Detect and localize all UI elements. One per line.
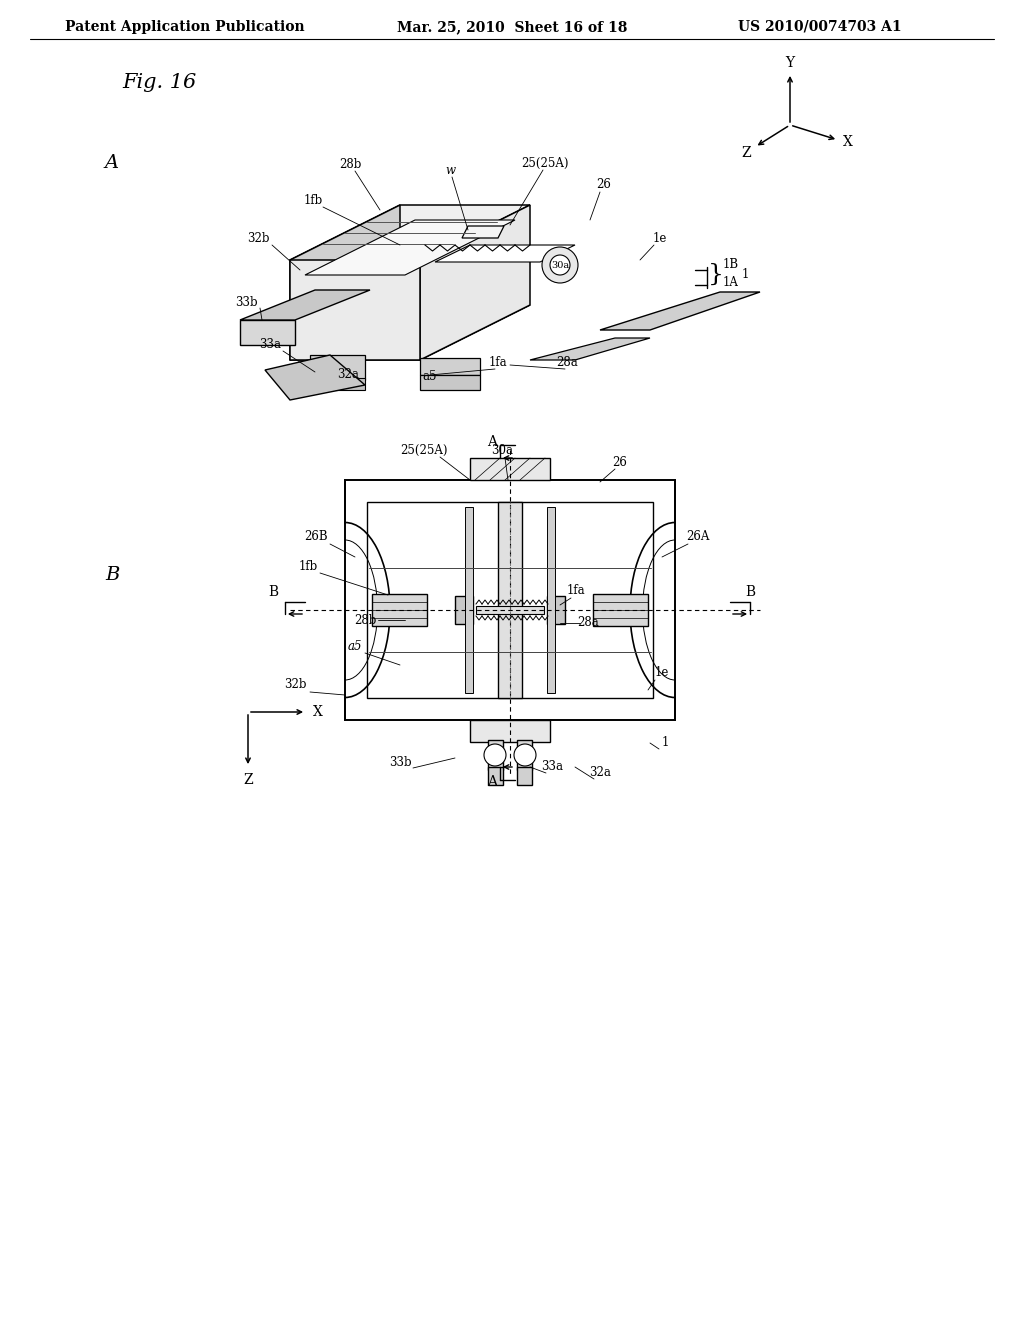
Bar: [517, 767, 532, 785]
Text: 1B: 1B: [723, 259, 739, 272]
Text: Z: Z: [741, 147, 751, 160]
Polygon shape: [420, 375, 480, 389]
Text: X: X: [313, 705, 323, 719]
Circle shape: [514, 744, 536, 766]
Circle shape: [550, 255, 570, 275]
Bar: [465, 507, 473, 693]
Text: 30a: 30a: [490, 444, 513, 457]
Text: 30a: 30a: [551, 260, 569, 269]
Text: Y: Y: [785, 55, 795, 70]
Polygon shape: [290, 205, 530, 260]
Text: 25(25A): 25(25A): [400, 444, 447, 457]
Circle shape: [542, 247, 578, 282]
Polygon shape: [435, 246, 575, 261]
Text: Fig. 16: Fig. 16: [122, 74, 197, 92]
Text: a5: a5: [423, 371, 437, 384]
Bar: [367, 502, 653, 698]
Polygon shape: [600, 292, 760, 330]
Text: 28a: 28a: [556, 355, 578, 368]
Polygon shape: [240, 319, 295, 345]
Text: 28b: 28b: [339, 158, 361, 172]
Text: 1fb: 1fb: [303, 194, 323, 206]
Text: X: X: [843, 135, 853, 149]
Text: 1e: 1e: [654, 665, 670, 678]
Bar: [488, 741, 503, 770]
Text: 33b: 33b: [389, 755, 412, 768]
Bar: [455, 597, 473, 624]
Bar: [547, 597, 565, 624]
Text: Z: Z: [243, 774, 253, 787]
Bar: [470, 458, 550, 480]
Polygon shape: [310, 355, 365, 380]
Text: 26B: 26B: [304, 531, 328, 544]
Polygon shape: [290, 260, 420, 360]
Text: US 2010/0074703 A1: US 2010/0074703 A1: [738, 20, 902, 34]
Bar: [345, 480, 675, 719]
Text: 33a: 33a: [541, 760, 563, 774]
Text: }: }: [708, 263, 724, 285]
Text: 1fa: 1fa: [566, 583, 586, 597]
Text: Mar. 25, 2010  Sheet 16 of 18: Mar. 25, 2010 Sheet 16 of 18: [397, 20, 627, 34]
Text: 32b: 32b: [284, 678, 306, 692]
Text: 28a: 28a: [578, 616, 599, 630]
Polygon shape: [420, 205, 530, 360]
Text: 33b: 33b: [234, 296, 257, 309]
Polygon shape: [265, 355, 365, 400]
Bar: [470, 719, 550, 742]
Polygon shape: [240, 290, 370, 319]
Bar: [547, 507, 555, 693]
Text: B: B: [744, 585, 755, 599]
Text: A: A: [487, 775, 497, 789]
Text: B: B: [268, 585, 279, 599]
Bar: [593, 594, 648, 626]
Text: a5: a5: [348, 640, 362, 653]
Bar: [476, 606, 544, 614]
Text: B: B: [104, 566, 119, 583]
Polygon shape: [530, 338, 650, 360]
Text: 1fa: 1fa: [488, 355, 507, 368]
Bar: [372, 594, 427, 626]
Text: 26A: 26A: [686, 531, 710, 544]
Polygon shape: [290, 205, 400, 360]
Text: 25(25A): 25(25A): [521, 157, 568, 169]
Circle shape: [484, 744, 506, 766]
Text: 28b: 28b: [354, 614, 376, 627]
Bar: [517, 741, 532, 770]
Text: 32a: 32a: [589, 766, 611, 779]
Bar: [498, 502, 522, 698]
Polygon shape: [290, 305, 530, 360]
Text: 32b: 32b: [247, 231, 269, 244]
Polygon shape: [305, 220, 515, 275]
Text: 26: 26: [612, 455, 628, 469]
Polygon shape: [310, 378, 365, 389]
Text: A: A: [104, 154, 119, 172]
Polygon shape: [462, 226, 504, 238]
Text: 26: 26: [597, 178, 611, 191]
Text: 1fb: 1fb: [298, 560, 317, 573]
Text: 32a: 32a: [337, 367, 359, 380]
Text: 1: 1: [662, 735, 669, 748]
Text: w: w: [445, 164, 455, 177]
Bar: [488, 767, 503, 785]
Text: Patent Application Publication: Patent Application Publication: [66, 20, 305, 34]
Text: 33a: 33a: [259, 338, 281, 351]
Text: 1A: 1A: [723, 276, 739, 289]
Polygon shape: [420, 358, 480, 375]
Text: A: A: [487, 436, 497, 449]
Text: 1: 1: [742, 268, 750, 281]
Text: 1e: 1e: [653, 231, 668, 244]
